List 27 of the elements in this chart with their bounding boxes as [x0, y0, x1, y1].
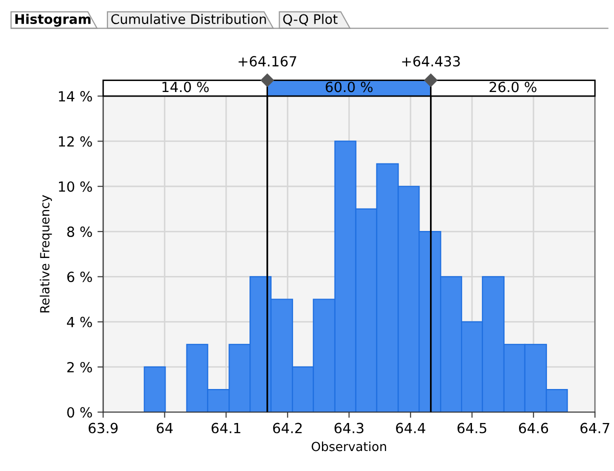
y-tick-label: 12 %: [58, 136, 92, 147]
y-tick-label: 6 %: [67, 272, 92, 282]
x-tick-label: 64.2: [273, 422, 302, 434]
y-axis-title: Relative Frequency: [40, 195, 52, 312]
text: 60.0 %: [326, 82, 373, 92]
text: Cumulative Distribution: [111, 14, 266, 24]
x-tick-label: 64.5: [458, 422, 486, 434]
ref-line-label: +64.433: [402, 56, 460, 67]
x-tick-label: 64.1: [212, 422, 240, 434]
y-tick-label: 8 %: [67, 226, 92, 238]
x-tick-label: 63.9: [88, 422, 118, 434]
x-tick-label: 64.4: [396, 422, 426, 434]
y-tick-label: 10 %: [58, 181, 92, 192]
text: Q-Q Plot: [283, 14, 338, 26]
ref-line-label: +64.167: [238, 56, 296, 67]
y-tick-label: 2 %: [67, 362, 92, 372]
text: 14.0 %: [162, 82, 209, 92]
text: Histogram: [15, 14, 90, 27]
text: 26.0 %: [490, 82, 536, 92]
x-tick-label: 64.6: [518, 422, 548, 434]
x-tick-label: 64.3: [334, 422, 364, 434]
y-tick-label: 14 %: [58, 91, 92, 102]
x-tick-label: 64.7: [580, 422, 610, 434]
y-tick-label: 0 %: [67, 407, 92, 418]
y-tick-label: 4 %: [66, 316, 92, 328]
x-tick-label: 64: [156, 422, 173, 434]
x-axis-title: Observation: [312, 442, 386, 452]
